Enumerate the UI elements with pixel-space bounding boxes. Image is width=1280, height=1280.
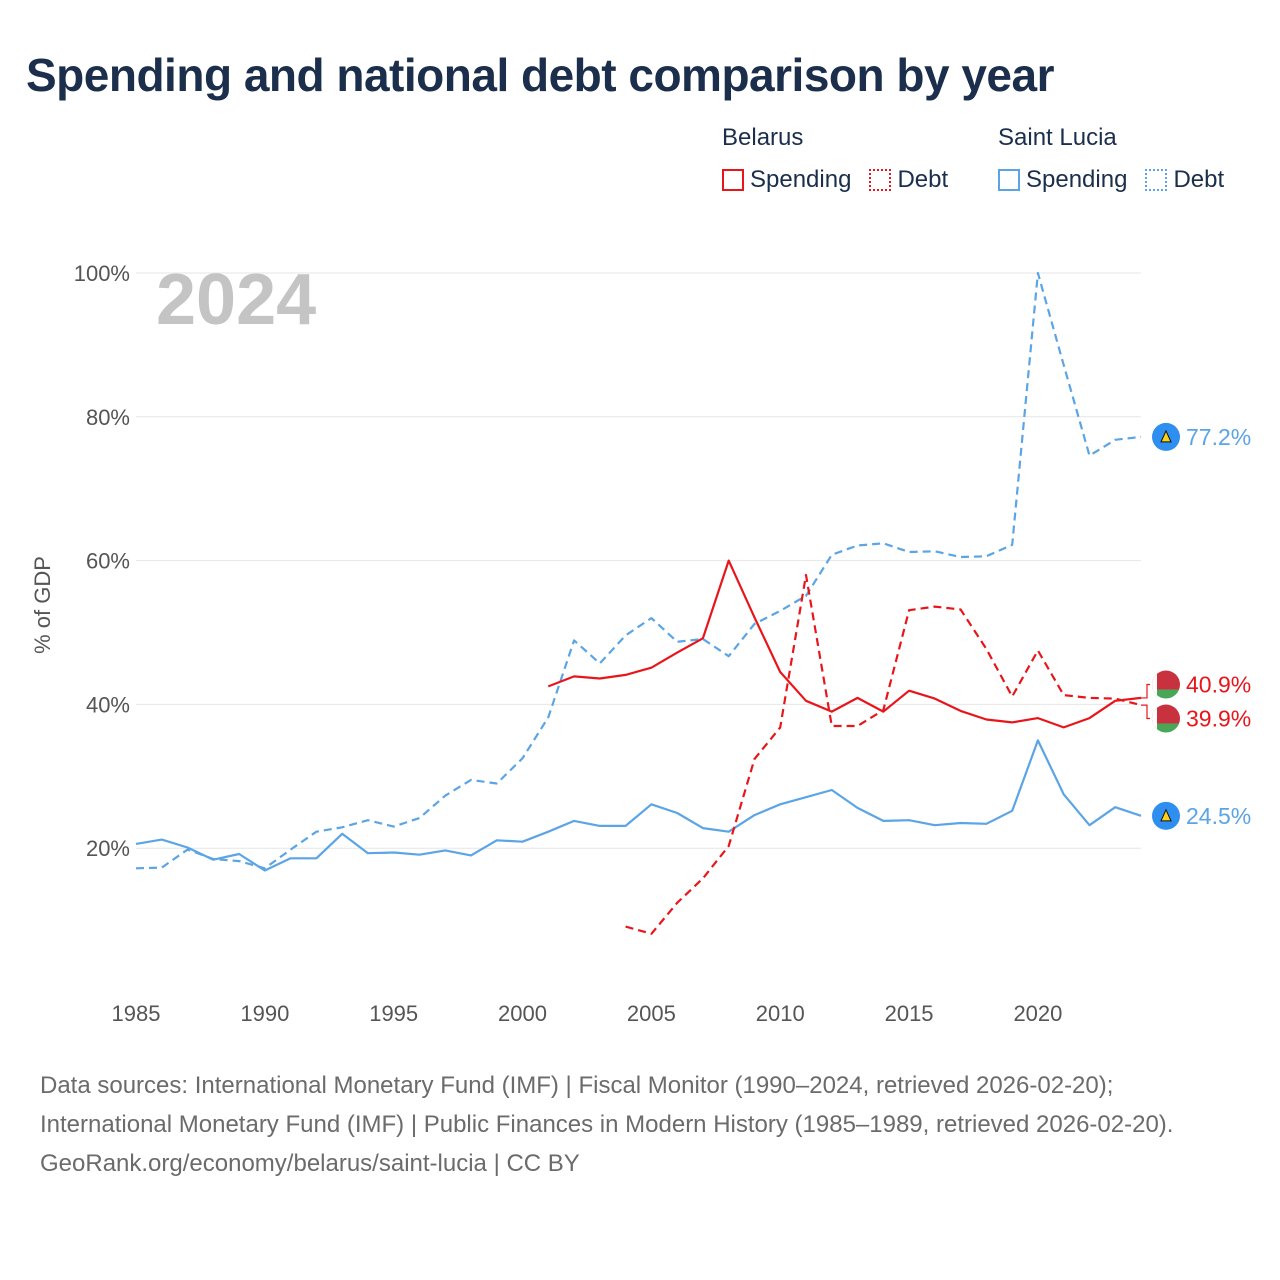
end-marker-belarus-spending: 40.9% bbox=[1141, 670, 1251, 699]
belarus-flag-red bbox=[1152, 670, 1180, 690]
end-label-saint-lucia-debt: 77.2% bbox=[1186, 424, 1251, 450]
saint-lucia-flag-triangle bbox=[1160, 429, 1172, 443]
legend-swatch-saint-lucia-debt bbox=[1145, 169, 1168, 191]
y-tick-label-20: 20% bbox=[86, 836, 130, 861]
legend-label-belarus-debt: Debt bbox=[897, 166, 949, 193]
legend-country-belarus: Belarus bbox=[722, 124, 804, 151]
line-chart: 20% 40% 60% 80% 100% 1985 1990 1995 2000 2005 201… bbox=[30, 260, 1251, 1026]
leader-line-belarus-debt bbox=[1141, 704, 1150, 720]
end-markers: 77.2% 24.5% 39.9% 40.9% bbox=[1141, 422, 1251, 830]
series-line-belarus-debt bbox=[625, 573, 1142, 935]
end-marker-saint-lucia-debt: 77.2% bbox=[1152, 422, 1251, 451]
legend-item-belarus-spending[interactable]: Spending bbox=[722, 166, 851, 194]
year-label: 2024 bbox=[156, 260, 316, 340]
x-tick-label-1995: 1995 bbox=[369, 1001, 418, 1026]
x-tick-label-1990: 1990 bbox=[240, 1001, 289, 1026]
end-marker-saint-lucia-spending: 24.5% bbox=[1152, 801, 1251, 830]
credit-link[interactable]: GeoRank.org/economy/belarus/saint-lucia … bbox=[40, 1150, 580, 1177]
legend-group-belarus: Belarus Spending Debt bbox=[722, 124, 966, 194]
legend-label-belarus-spending: Spending bbox=[750, 166, 852, 193]
legend-item-saint-lucia-spending[interactable]: Spending bbox=[998, 166, 1127, 194]
legend-label-saint-lucia-debt: Debt bbox=[1173, 166, 1225, 193]
x-tick-label-2010: 2010 bbox=[756, 1001, 805, 1026]
x-tick-label-2000: 2000 bbox=[498, 1001, 547, 1026]
belarus-flag-ornament bbox=[1152, 704, 1157, 733]
x-tick-label-1985: 1985 bbox=[112, 1001, 161, 1026]
legend-group-saint-lucia: Saint Lucia Spending Debt bbox=[998, 124, 1224, 194]
end-label-saint-lucia-spending: 24.5% bbox=[1186, 803, 1251, 829]
legend-item-saint-lucia-debt[interactable]: Debt bbox=[1145, 166, 1224, 194]
y-axis-ticks: 20% 40% 60% 80% 100% bbox=[74, 261, 130, 861]
data-sources-text: Data sources: International Monetary Fun… bbox=[40, 1072, 1174, 1138]
legend-swatch-saint-lucia-spending bbox=[998, 169, 1020, 191]
sources-block: Data sources: International Monetary Fun… bbox=[40, 1066, 1240, 1183]
belarus-flag-green bbox=[1152, 689, 1180, 699]
y-axis-label: % of GDP bbox=[30, 556, 55, 654]
legend-country-saint-lucia: Saint Lucia bbox=[998, 124, 1117, 151]
end-marker-belarus-debt: 39.9% bbox=[1141, 704, 1251, 733]
y-tick-label-80: 80% bbox=[86, 405, 130, 430]
series-line-saint-lucia-spending bbox=[135, 739, 1142, 872]
belarus-flag-red bbox=[1152, 704, 1180, 724]
x-tick-label-2005: 2005 bbox=[627, 1001, 676, 1026]
leader-line-belarus-spending bbox=[1141, 683, 1150, 699]
x-tick-label-2020: 2020 bbox=[1013, 1001, 1062, 1026]
x-axis-ticks: 1985 1990 1995 2000 2005 2010 2015 2020 bbox=[112, 1001, 1063, 1026]
y-tick-label-40: 40% bbox=[86, 692, 130, 717]
y-tick-label-100: 100% bbox=[74, 261, 130, 286]
end-label-belarus-debt: 39.9% bbox=[1186, 706, 1251, 732]
series-lines bbox=[135, 271, 1142, 935]
end-label-belarus-spending: 40.9% bbox=[1186, 672, 1251, 698]
saint-lucia-flag-triangle bbox=[1160, 808, 1172, 822]
series-line-saint-lucia-debt bbox=[135, 271, 1142, 870]
chart-title: Spending and national debt comparison by… bbox=[26, 49, 1055, 101]
x-tick-label-2015: 2015 bbox=[885, 1001, 934, 1026]
series-line-belarus-spending bbox=[547, 559, 1142, 729]
legend-item-belarus-debt[interactable]: Debt bbox=[869, 166, 948, 194]
legend-label-saint-lucia-spending: Spending bbox=[1026, 166, 1128, 193]
legend-swatch-belarus-debt bbox=[869, 169, 892, 191]
belarus-flag-ornament bbox=[1152, 670, 1157, 699]
grid-lines bbox=[136, 272, 1141, 849]
belarus-flag-green bbox=[1152, 723, 1180, 733]
y-tick-label-60: 60% bbox=[86, 549, 130, 574]
legend-swatch-belarus-spending bbox=[722, 169, 744, 191]
